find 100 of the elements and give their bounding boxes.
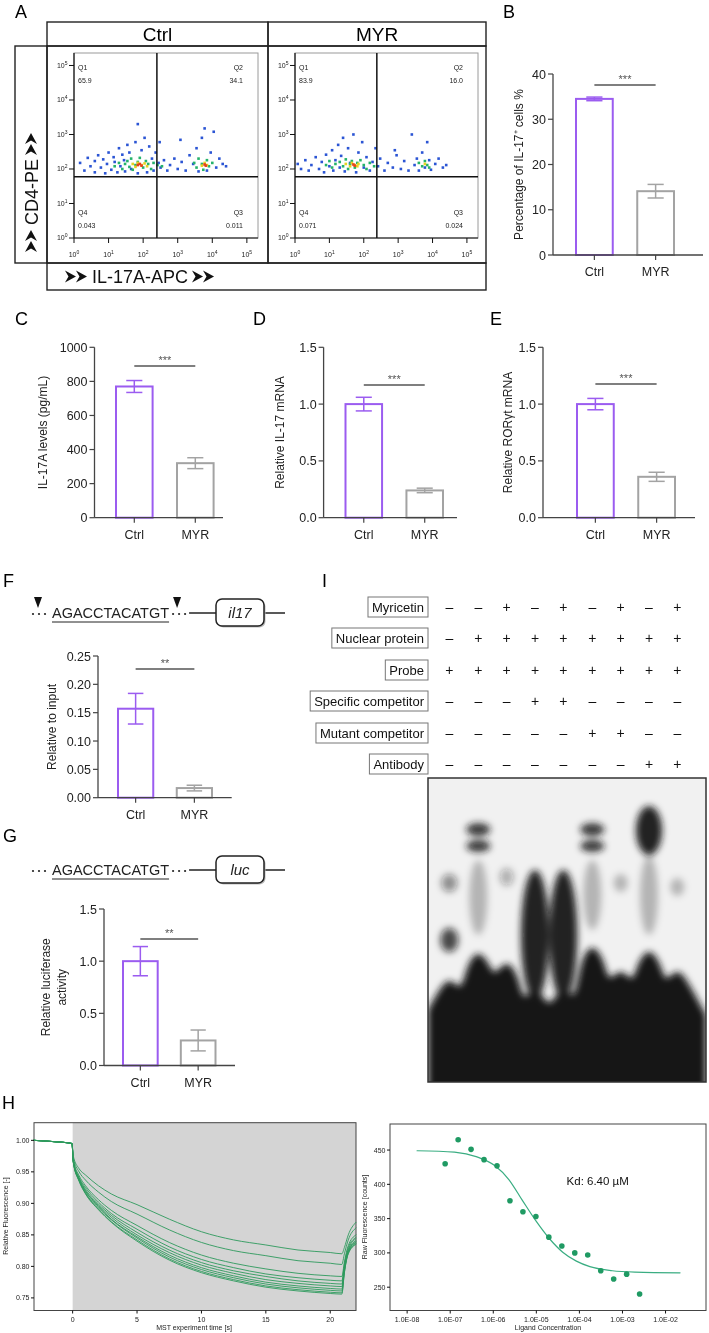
y-tick-label: 0.15 — [66, 706, 92, 721]
text: + — [502, 599, 511, 615]
y-tick-label: 0.0 — [79, 1059, 98, 1073]
text: B — [503, 2, 516, 22]
text: F — [3, 571, 14, 591]
x-tick-label: Ctrl — [124, 527, 145, 542]
y-tick-label: 0.00 — [66, 791, 92, 806]
y-tick-label: 0.5 — [518, 454, 537, 469]
text: + — [474, 662, 483, 678]
text: – — [474, 725, 483, 741]
text: – — [616, 756, 625, 772]
y-tick-label: 1.5 — [518, 340, 537, 355]
y-tick-label: 30 — [532, 112, 547, 127]
y-tick-label: 40 — [532, 67, 547, 82]
y-tick-label: 1.5 — [79, 902, 98, 917]
text: + — [644, 630, 654, 646]
text: – — [502, 725, 511, 741]
text: + — [559, 662, 568, 678]
category-label: Antibody — [373, 756, 424, 772]
text: D — [253, 309, 266, 329]
text: + — [616, 630, 625, 646]
category-label: Mutant competitor — [319, 725, 424, 741]
annotation: ** — [160, 656, 170, 669]
text: + — [530, 693, 540, 709]
x-axis-title: IL-17A-APC — [91, 267, 189, 287]
y-tick-label: 1.0 — [79, 954, 98, 969]
text: – — [616, 693, 625, 709]
y-axis-title: Relative RORγt mRNA — [500, 371, 515, 494]
text: – — [531, 725, 539, 741]
text: – — [445, 693, 454, 709]
x-tick-label: MYR — [181, 527, 210, 542]
text: – — [645, 693, 653, 709]
y-axis-title: Relative luciferase activity — [38, 937, 69, 1037]
text: + — [673, 599, 682, 615]
text: – — [474, 693, 483, 709]
y-tick-label: 0.5 — [79, 1006, 98, 1021]
text: – — [445, 599, 454, 615]
text: + — [588, 630, 597, 646]
x-tick-label: MYR — [642, 527, 671, 542]
text: – — [588, 756, 597, 772]
text: – — [673, 693, 682, 709]
text: AGACCTACATGT — [52, 605, 170, 621]
y-tick-label: 0.0 — [518, 511, 537, 526]
text: – — [588, 693, 597, 709]
y-tick-label: 400 — [66, 443, 88, 458]
text: + — [502, 662, 511, 678]
text: + — [673, 630, 682, 646]
category-label: Probe — [389, 662, 424, 678]
text: – — [673, 725, 682, 741]
text: + — [502, 630, 511, 646]
text: – — [474, 599, 483, 615]
text: il17 — [228, 604, 253, 621]
text: + — [588, 662, 597, 678]
text: – — [502, 756, 511, 772]
y-tick-label: 0 — [80, 511, 88, 526]
text: I — [322, 571, 328, 591]
text: – — [445, 756, 454, 772]
text: – — [531, 599, 539, 615]
annotation: *** — [158, 353, 172, 366]
text: + — [644, 756, 654, 772]
text: C — [15, 309, 28, 329]
text: A — [15, 2, 28, 22]
y-axis-title: Relative IL-17 mRNA — [272, 376, 287, 489]
text: G — [3, 826, 18, 846]
y-tick-label: 600 — [66, 408, 88, 423]
annotation: *** — [619, 371, 634, 384]
y-tick-label: 10 — [532, 203, 547, 218]
text: – — [445, 725, 454, 741]
y-tick-label: 0.10 — [66, 734, 92, 749]
y-tick-label: 1.5 — [299, 340, 317, 355]
annotation: ** — [164, 926, 175, 939]
y-tick-label: 1000 — [59, 340, 88, 355]
y-axis-title: IL-17A levels (pg/mL) — [35, 375, 50, 490]
y-tick-label: 0.25 — [66, 649, 92, 664]
y-tick-label: 0.05 — [66, 762, 92, 777]
text: + — [474, 630, 483, 646]
text: luc — [230, 861, 251, 878]
y-tick-label: 1.0 — [299, 397, 317, 412]
text: + — [559, 693, 568, 709]
y-axis-title: Relative to input — [44, 683, 59, 770]
x-tick-label: Ctrl — [354, 527, 374, 542]
text: + — [559, 630, 568, 646]
y-tick-label: 0.5 — [299, 454, 317, 469]
text: + — [559, 599, 568, 615]
y-axis-title: CD4-PE — [21, 158, 42, 226]
y-tick-label: 200 — [66, 477, 88, 492]
y-tick-label: 800 — [66, 374, 88, 389]
text: – — [588, 599, 597, 615]
text: AGACCTACATGT — [52, 862, 170, 878]
chart-title: MYR — [355, 24, 399, 45]
text: E — [490, 309, 503, 329]
text: – — [445, 630, 454, 646]
category-label: Myricetin — [371, 599, 424, 615]
text: + — [673, 662, 682, 678]
text: + — [588, 725, 597, 741]
text: + — [445, 662, 454, 678]
annotation: Kd: 6.40 µM — [566, 1175, 629, 1187]
text: H — [2, 1093, 15, 1113]
text: + — [616, 725, 625, 741]
text: + — [616, 662, 625, 678]
